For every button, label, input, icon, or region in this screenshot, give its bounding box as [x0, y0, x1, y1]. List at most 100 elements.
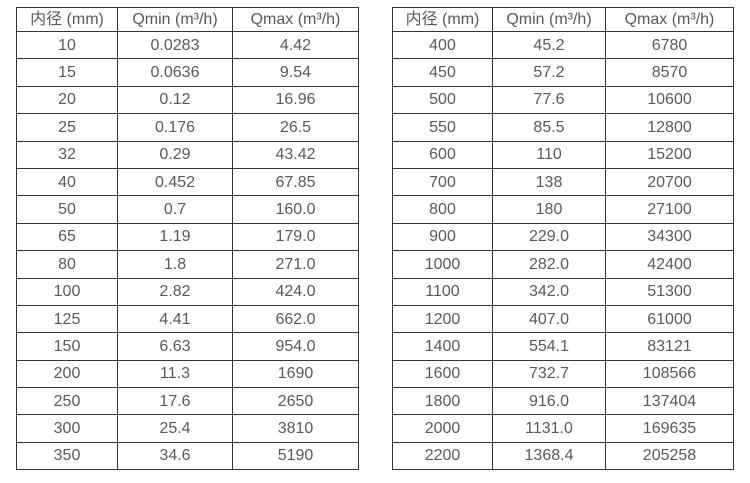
- table-cell: 85.5: [492, 113, 606, 142]
- table-cell: 43.42: [232, 140, 359, 169]
- table-cell: 250: [16, 387, 118, 416]
- table-cell: 150: [16, 332, 118, 361]
- table-cell: 108566: [605, 359, 734, 389]
- table-row: 10 0.0283 4.42: [16, 30, 359, 60]
- table-cell: 350: [16, 441, 118, 471]
- table-cell: 300: [16, 414, 118, 443]
- table-cell: 342.0: [492, 277, 606, 306]
- column-header: 内径 (mm): [392, 7, 493, 32]
- table-cell: 282.0: [492, 250, 606, 279]
- table-row: 1100 342.0 51300: [392, 277, 734, 306]
- table-cell: 10: [16, 30, 118, 60]
- table-cell: 11.3: [117, 359, 233, 389]
- table-cell: 900: [392, 222, 493, 252]
- table-cell: 110: [492, 140, 606, 169]
- table-cell: 554.1: [492, 332, 606, 361]
- table-cell: 137404: [605, 387, 734, 416]
- table-cell: 1368.4: [492, 441, 606, 471]
- table-cell: 4.42: [232, 30, 359, 60]
- table-cell: 1800: [392, 387, 493, 416]
- table-cell: 2000: [392, 414, 493, 443]
- table-cell: 6.63: [117, 332, 233, 361]
- table-cell: 15200: [605, 140, 734, 169]
- table-cell: 6780: [605, 30, 734, 60]
- table-row: 900 229.0 34300: [392, 222, 734, 252]
- table-cell: 179.0: [232, 222, 359, 252]
- table-cell: 600: [392, 140, 493, 169]
- table-cell: 954.0: [232, 332, 359, 361]
- table-row: 1800 916.0 137404: [392, 387, 734, 416]
- table-row: 1200 407.0 61000: [392, 304, 734, 334]
- table-cell: 25.4: [117, 414, 233, 443]
- table-row: 1000 282.0 42400: [392, 250, 734, 279]
- table-row: 700 138 20700: [392, 167, 734, 197]
- table-cell: 1.19: [117, 222, 233, 252]
- table-cell: 0.12: [117, 85, 233, 115]
- table-row: 15 0.0636 9.54: [16, 58, 359, 87]
- table-cell: 0.0636: [117, 58, 233, 87]
- header-row: 内径 (mm) Qmin (m³/h) Qmax (m³/h): [16, 7, 359, 32]
- table-row: 1600 732.7 108566: [392, 359, 734, 389]
- table-cell: 8570: [605, 58, 734, 87]
- column-header: 内径 (mm): [16, 7, 118, 32]
- table-row: 300 25.4 3810: [16, 414, 359, 443]
- table-cell: 0.7: [117, 195, 233, 224]
- table-cell: 10600: [605, 85, 734, 115]
- table-cell: 205258: [605, 441, 734, 471]
- table-cell: 1200: [392, 304, 493, 334]
- table-cell: 3810: [232, 414, 359, 443]
- table-row: 1400 554.1 83121: [392, 332, 734, 361]
- table-cell: 0.176: [117, 113, 233, 142]
- table-cell: 1400: [392, 332, 493, 361]
- table-row: 550 85.5 12800: [392, 113, 734, 142]
- table-cell: 50: [16, 195, 118, 224]
- table-row: 150 6.63 954.0: [16, 332, 359, 361]
- table-cell: 0.29: [117, 140, 233, 169]
- table-row: 350 34.6 5190: [16, 441, 359, 471]
- table-row: 40 0.452 67.85: [16, 167, 359, 197]
- table-cell: 77.6: [492, 85, 606, 115]
- table-cell: 407.0: [492, 304, 606, 334]
- table-cell: 65: [16, 222, 118, 252]
- table-cell: 800: [392, 195, 493, 224]
- table-row: 100 2.82 424.0: [16, 277, 359, 306]
- table-cell: 138: [492, 167, 606, 197]
- table-cell: 271.0: [232, 250, 359, 279]
- table-cell: 32: [16, 140, 118, 169]
- column-header: Qmax (m³/h): [232, 7, 359, 32]
- table-cell: 67.85: [232, 167, 359, 197]
- table-cell: 2200: [392, 441, 493, 471]
- table-cell: 42400: [605, 250, 734, 279]
- table-cell: 40: [16, 167, 118, 197]
- table-cell: 1000: [392, 250, 493, 279]
- table-row: 20 0.12 16.96: [16, 85, 359, 115]
- table-row: 600 110 15200: [392, 140, 734, 169]
- table-row: 50 0.7 160.0: [16, 195, 359, 224]
- table-row: 450 57.2 8570: [392, 58, 734, 87]
- table-cell: 57.2: [492, 58, 606, 87]
- flow-range-table-dn400-2200: 内径 (mm) Qmin (m³/h) Qmax (m³/h) 400 45.2 6780…: [392, 7, 734, 471]
- table-cell: 200: [16, 359, 118, 389]
- column-header: Qmax (m³/h): [605, 7, 734, 32]
- table-cell: 424.0: [232, 277, 359, 306]
- table-row: 25 0.176 26.5: [16, 113, 359, 142]
- table-cell: 80: [16, 250, 118, 279]
- table-cell: 9.54: [232, 58, 359, 87]
- column-header: Qmin (m³/h): [117, 7, 233, 32]
- header-row: 内径 (mm) Qmin (m³/h) Qmax (m³/h): [392, 7, 734, 32]
- table-row: 125 4.41 662.0: [16, 304, 359, 334]
- table-cell: 400: [392, 30, 493, 60]
- table-cell: 732.7: [492, 359, 606, 389]
- table-cell: 1690: [232, 359, 359, 389]
- table-row: 250 17.6 2650: [16, 387, 359, 416]
- table-cell: 2.82: [117, 277, 233, 306]
- flow-range-table-dn10-350: 内径 (mm) Qmin (m³/h) Qmax (m³/h) 10 0.0283 4.4…: [16, 7, 359, 471]
- table-row: 800 180 27100: [392, 195, 734, 224]
- table-cell: 550: [392, 113, 493, 142]
- table-cell: 51300: [605, 277, 734, 306]
- table-cell: 229.0: [492, 222, 606, 252]
- table-cell: 916.0: [492, 387, 606, 416]
- table-cell: 450: [392, 58, 493, 87]
- table-cell: 1600: [392, 359, 493, 389]
